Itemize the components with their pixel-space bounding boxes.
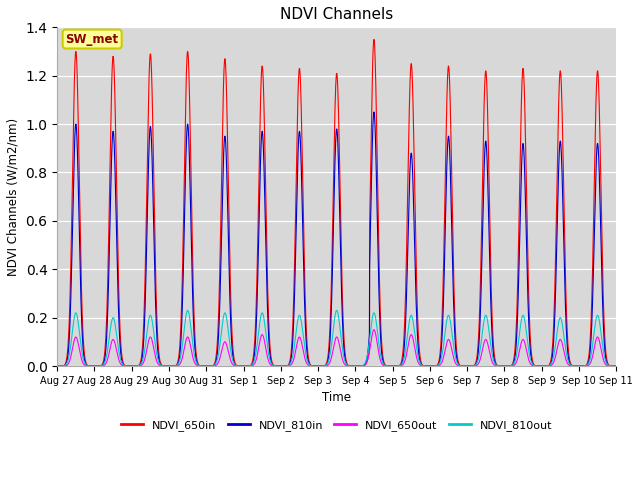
- Text: SW_met: SW_met: [66, 33, 119, 46]
- X-axis label: Time: Time: [322, 391, 351, 404]
- Y-axis label: NDVI Channels (W/m2/nm): NDVI Channels (W/m2/nm): [7, 118, 20, 276]
- Title: NDVI Channels: NDVI Channels: [280, 7, 394, 22]
- Legend: NDVI_650in, NDVI_810in, NDVI_650out, NDVI_810out: NDVI_650in, NDVI_810in, NDVI_650out, NDV…: [116, 416, 557, 435]
